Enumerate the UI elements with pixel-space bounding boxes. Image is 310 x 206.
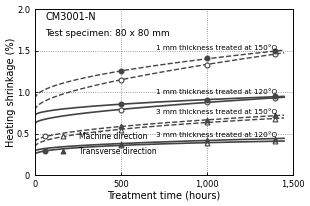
- Text: 1 mm thickness treated at 120°O: 1 mm thickness treated at 120°O: [156, 89, 277, 95]
- Text: Transverse direction: Transverse direction: [79, 147, 156, 156]
- Text: 3 mm thickness treated at 120°O: 3 mm thickness treated at 120°O: [156, 132, 277, 138]
- Text: Test specimen: 80 x 80 mm: Test specimen: 80 x 80 mm: [45, 29, 170, 38]
- Text: 1 mm thickness treated at 150°O: 1 mm thickness treated at 150°O: [156, 44, 277, 51]
- Text: CM3001-N: CM3001-N: [45, 12, 96, 22]
- X-axis label: Treatment time (hours): Treatment time (hours): [107, 190, 220, 200]
- Text: 3 mm thickness treated at 150°O: 3 mm thickness treated at 150°O: [156, 109, 277, 115]
- Text: Machine direction: Machine direction: [79, 132, 147, 141]
- Y-axis label: Heating shrinkage (%): Heating shrinkage (%): [6, 37, 16, 147]
